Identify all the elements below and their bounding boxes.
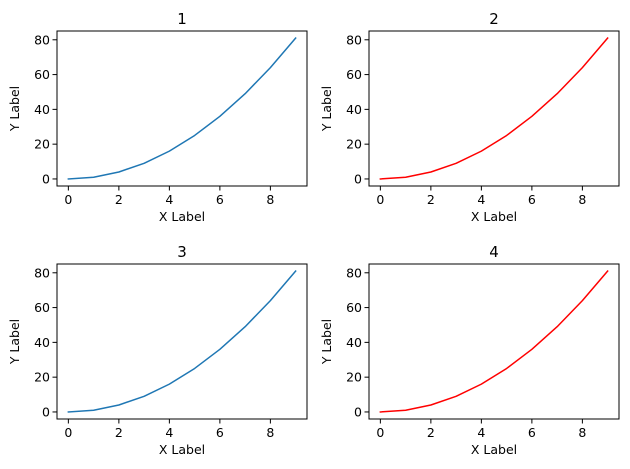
y-tick-label-4-80: 80 [346,265,362,280]
y-tick-label-2-40: 40 [346,102,362,117]
x-tick-label-1-6: 6 [216,192,224,207]
y-tick-label-2-80: 80 [346,32,362,47]
y-tick-label-1-80: 80 [34,32,50,47]
y-axis-label-4: Y Label [319,319,334,365]
x-tick-label-3-4: 4 [165,425,173,440]
subplot-title-2: 2 [489,10,499,28]
y-tick-label-4-60: 60 [346,300,362,315]
axes-frame-4 [368,263,620,420]
subplot-title-4: 4 [489,243,499,261]
x-axis-label-3: X Label [159,442,205,457]
x-tick-label-1-2: 2 [115,192,123,207]
y-tick-label-1-40: 40 [34,102,50,117]
x-tick-label-2-0: 0 [376,192,384,207]
y-tick-label-4-0: 0 [354,404,362,419]
y-axis-label-3: Y Label [7,319,22,365]
subplot-title-3: 3 [177,243,187,261]
axes-frame-1 [56,30,308,187]
x-axis-label-2: X Label [471,209,517,224]
x-tick-label-4-0: 0 [376,425,384,440]
y-tick-label-3-20: 20 [34,370,50,385]
y-tick-label-3-60: 60 [34,300,50,315]
x-tick-label-2-8: 8 [578,192,586,207]
x-tick-label-3-8: 8 [266,425,274,440]
x-tick-label-4-8: 8 [578,425,586,440]
y-tick-label-1-20: 20 [34,137,50,152]
x-axis-label-1: X Label [159,209,205,224]
series-line-1-1 [67,36,297,180]
y-tick-label-2-0: 0 [354,171,362,186]
x-axis-label-4: X Label [471,442,517,457]
x-tick-label-1-4: 4 [165,192,173,207]
x-tick-label-4-4: 4 [477,425,485,440]
x-tick-label-2-2: 2 [427,192,435,207]
y-axis-label-2: Y Label [319,86,334,132]
y-tick-label-2-20: 20 [346,137,362,152]
x-tick-label-1-8: 8 [266,192,274,207]
y-tick-label-1-60: 60 [34,67,50,82]
y-tick-label-4-20: 20 [346,370,362,385]
y-tick-label-3-0: 0 [42,404,50,419]
x-tick-label-4-2: 2 [427,425,435,440]
x-tick-label-3-0: 0 [64,425,72,440]
x-tick-label-3-2: 2 [115,425,123,440]
y-tick-label-1-0: 0 [42,171,50,186]
axes-frame-2 [368,30,620,187]
y-tick-label-3-40: 40 [34,335,50,350]
axes-frame-3 [56,263,308,420]
y-tick-label-4-40: 40 [346,335,362,350]
y-tick-label-3-80: 80 [34,265,50,280]
y-axis-label-1: Y Label [7,86,22,132]
x-tick-label-1-0: 0 [64,192,72,207]
x-tick-label-2-6: 6 [528,192,536,207]
x-tick-label-4-6: 6 [528,425,536,440]
series-line-3-1 [67,269,297,413]
x-tick-label-2-4: 4 [477,192,485,207]
x-tick-label-3-6: 6 [216,425,224,440]
series-line-4-1 [379,269,609,413]
y-tick-label-2-60: 60 [346,67,362,82]
subplot-title-1: 1 [177,10,187,28]
series-line-2-1 [379,36,609,180]
